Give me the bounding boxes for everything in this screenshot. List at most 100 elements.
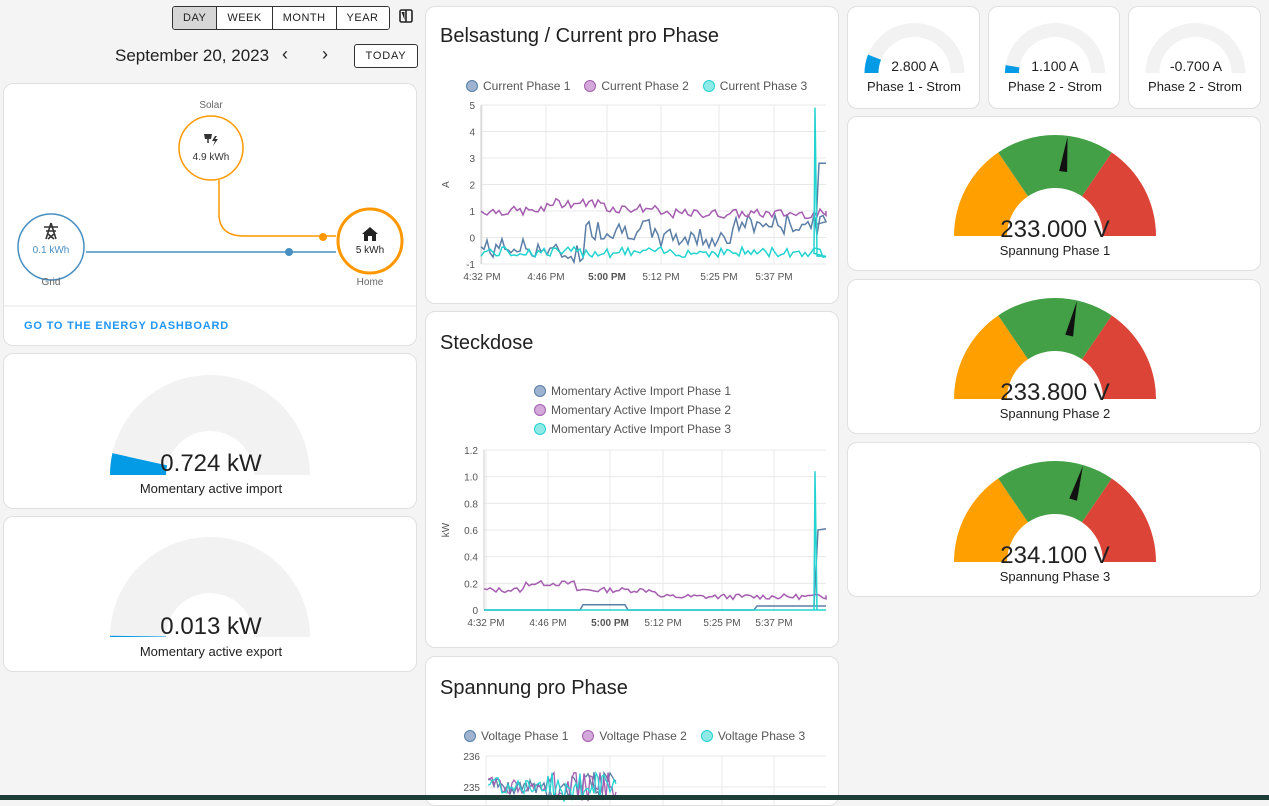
voltage-line-chart[interactable]: 236 235 [426,657,839,806]
import-value: 0.724 kW [160,450,262,477]
y-tick-label: 235 [463,783,480,794]
current-chart-legend: Current Phase 1 Current Phase 2 Current … [466,79,807,93]
current-chart-title: Belsastung / Current pro Phase [440,25,720,47]
date-label: September 20, 2023 [115,46,270,65]
gauge-needle [1069,465,1083,501]
y-tick-label: 5 [469,101,475,112]
grid-label: Grid [41,277,61,288]
today-button[interactable]: TODAY [354,44,418,68]
y-tick-label: 0.8 [464,499,478,510]
y-tick-label: 3 [469,154,475,165]
period-selector: DAY WEEK MONTH YEAR [172,6,390,30]
y-tick-label: 0 [469,234,475,245]
y-tick-label: 1 [469,207,475,218]
legend-current-phase-3[interactable]: Current Phase 3 [702,79,807,93]
spannung-card-1[interactable]: 233.000 V Spannung Phase 1 [847,116,1261,271]
y-tick-label: 0 [472,606,478,617]
legend-import-phase-2[interactable]: Momentary Active Import Phase 2 [534,403,731,417]
current-chart-card: Belsastung / Current pro Phase Current P… [425,6,839,304]
series-import-phase-3 [484,471,826,611]
legend-voltage-phase-2[interactable]: Voltage Phase 2 [582,729,687,743]
spannung-value-2: 233.800 V [1000,379,1110,406]
strom-card-2[interactable]: 1.100 A Phase 2 - Strom [988,6,1120,109]
series-voltage-phase-3 [487,770,617,802]
x-tick-label: 5:12 PM [642,272,679,283]
period-year-button[interactable]: YEAR [336,7,389,29]
strom-gauge-2 [1005,23,1105,73]
y-tick-label: 1.0 [464,473,478,484]
x-tick-label: 5:37 PM [755,272,792,283]
spannung-card-3[interactable]: 234.100 V Spannung Phase 3 [847,442,1261,597]
spannung-label-3: Spannung Phase 3 [999,569,1111,584]
home-node [336,207,404,275]
export-label: Momentary active export [139,644,283,659]
solar-value: 4.9 kWh [192,152,230,163]
steckdose-line-chart[interactable]: 1.2 1.0 0.8 0.6 0.4 0.2 04:32 PM 4:46 PM 5:00 PM… [426,312,839,648]
period-month-button[interactable]: MONTH [272,7,337,29]
gauge-low-segment [954,478,1029,562]
spannung-label-1: Spannung Phase 1 [999,243,1111,258]
x-tick-label: 5:37 PM [755,618,792,629]
home-value: 5 kWh [355,245,385,256]
series-import-phase-2 [483,579,827,601]
strom-card-3[interactable]: -0.700 A Phase 2 - Strom [1128,6,1261,109]
solar-node [178,115,244,181]
export-gauge-fill [110,635,167,637]
legend-import-phase-1[interactable]: Momentary Active Import Phase 1 [534,384,731,398]
spannung-value-1: 233.000 V [1000,216,1110,243]
x-tick-label: 5:12 PM [644,618,681,629]
x-tick-label: 5:25 PM [700,272,737,283]
next-day-button[interactable]: › [322,44,328,64]
legend-current-phase-1[interactable]: Current Phase 1 [466,79,570,93]
spannung-gauge-3 [954,461,1156,562]
x-tick-label: 4:46 PM [527,272,564,283]
legend-current-phase-2[interactable]: Current Phase 2 [584,79,689,93]
compare-icon[interactable] [399,9,413,23]
gauge-normal-segment [998,135,1112,197]
strom-label-3: Phase 2 - Strom [1148,79,1242,94]
momentary-export-card[interactable]: 0.013 kW Momentary active export [3,516,417,672]
home-label: Home [356,277,384,288]
grid-flow-dot [285,248,293,256]
solar-to-home-line [218,180,336,237]
home-icon [362,227,378,241]
solar-flow-dot [319,233,327,241]
solar-label: Solar [199,100,223,111]
y-tick-label: -1 [466,260,475,271]
spannung-gauge-2 [954,298,1156,399]
spannung-gauge-1 [954,135,1156,236]
legend-import-phase-3[interactable]: Momentary Active Import Phase 3 [534,422,731,436]
current-line-chart[interactable]: 5 4 3 2 1 0 -14:32 PM 4:46 PM 5:00 PM 5:12 PM 5:25… [426,7,839,304]
strom-gauge-3 [1145,22,1246,73]
strom-card-1[interactable]: 2.800 A Phase 1 - Strom [847,6,980,109]
previous-day-button[interactable]: ‹ [282,44,288,64]
period-day-button[interactable]: DAY [173,7,218,29]
grid-value: 0.1 kWh [32,245,70,256]
energy-distribution-card: Solar 4.9 kWh 0.1 kWh Grid 5 kWh Home GO… [3,83,417,346]
gauge-high-segment [1081,315,1156,399]
voltage-chart-card: Spannung pro Phase Voltage Phase 1 Volta… [425,656,839,806]
momentary-import-card[interactable]: 0.724 kW Momentary active import [3,353,417,509]
import-gauge-fill [110,453,168,475]
legend-voltage-phase-3[interactable]: Voltage Phase 3 [700,729,805,743]
y-tick-label: 1.2 [464,446,478,457]
voltage-chart-legend: Voltage Phase 1 Voltage Phase 2 Voltage … [464,729,805,743]
x-tick-label: 4:46 PM [529,618,566,629]
voltage-chart-title: Spannung pro Phase [440,677,628,699]
strom-label-2: Phase 2 - Strom [1008,79,1102,94]
period-week-button[interactable]: WEEK [217,7,273,29]
gauge-high-segment [1081,152,1156,236]
spannung-card-2[interactable]: 233.800 V Spannung Phase 2 [847,279,1261,434]
bottom-bar [0,795,1269,800]
transmission-tower-icon [44,222,58,240]
legend-voltage-phase-1[interactable]: Voltage Phase 1 [464,729,568,743]
series-current-phase-1 [480,162,828,265]
energy-dashboard-link[interactable]: GO TO THE ENERGY DASHBOARD [24,320,229,332]
gauge-high-segment [1081,478,1156,562]
spannung-value-3: 234.100 V [1000,542,1110,569]
series-current-phase-3 [480,107,827,260]
strom-value-1: 2.800 A [891,58,939,74]
gauge-normal-segment [998,461,1112,523]
strom-gauge-1 [864,22,965,73]
series-current-phase-2 [480,197,827,220]
